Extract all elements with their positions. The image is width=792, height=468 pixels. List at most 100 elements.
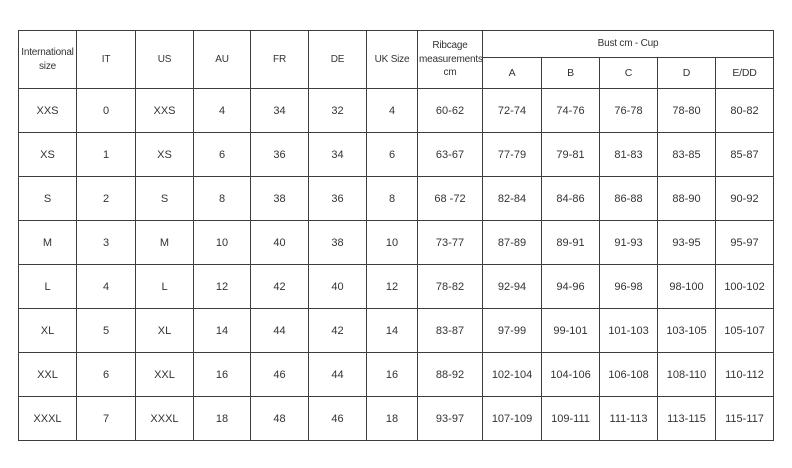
value-cell: 97-99 bbox=[482, 308, 542, 353]
value-cell: 4 bbox=[76, 264, 136, 309]
value-cell: 42 bbox=[308, 308, 367, 353]
value-cell: 48 bbox=[250, 396, 309, 441]
value-cell: 16 bbox=[193, 352, 251, 397]
value-cell: 104-106 bbox=[541, 352, 600, 397]
value-cell: 34 bbox=[308, 132, 367, 177]
value-cell: 94-96 bbox=[541, 264, 600, 309]
col-header-us: US bbox=[135, 30, 194, 89]
value-cell: 110-112 bbox=[715, 352, 774, 397]
col-header-cup-edd: E/DD bbox=[715, 57, 774, 89]
value-cell: 16 bbox=[366, 352, 418, 397]
value-cell: 92-94 bbox=[482, 264, 542, 309]
value-cell: 106-108 bbox=[599, 352, 658, 397]
value-cell: XXL bbox=[135, 352, 194, 397]
value-cell: 113-115 bbox=[657, 396, 716, 441]
value-cell: 6 bbox=[193, 132, 251, 177]
value-cell: XS bbox=[135, 132, 194, 177]
value-cell: XL bbox=[135, 308, 194, 353]
size-label-cell: XXL bbox=[18, 352, 77, 397]
value-cell: 60-62 bbox=[417, 88, 483, 133]
value-cell: 1 bbox=[76, 132, 136, 177]
value-cell: 12 bbox=[366, 264, 418, 309]
value-cell: 73-77 bbox=[417, 220, 483, 265]
value-cell: 105-107 bbox=[715, 308, 774, 353]
value-cell: 78-80 bbox=[657, 88, 716, 133]
value-cell: 115-117 bbox=[715, 396, 774, 441]
size-chart-table-container: International size IT US AU FR DE UK Siz… bbox=[18, 30, 774, 441]
value-cell: 10 bbox=[366, 220, 418, 265]
value-cell: 109-111 bbox=[541, 396, 600, 441]
size-conversion-table: International size IT US AU FR DE UK Siz… bbox=[18, 30, 774, 441]
value-cell: 5 bbox=[76, 308, 136, 353]
size-label-cell: L bbox=[18, 264, 77, 309]
table-row: XXS 0 XXS 4 34 32 4 60-62 72-74 74-76 76-78 78-80 80… bbox=[18, 88, 774, 133]
value-cell: 36 bbox=[250, 132, 309, 177]
value-cell: 18 bbox=[193, 396, 251, 441]
value-cell: 89-91 bbox=[541, 220, 600, 265]
value-cell: 80-82 bbox=[715, 88, 774, 133]
value-cell: 99-101 bbox=[541, 308, 600, 353]
value-cell: 72-74 bbox=[482, 88, 542, 133]
value-cell: 34 bbox=[250, 88, 309, 133]
value-cell: 6 bbox=[76, 352, 136, 397]
table-row: XXXL 7 XXXL 18 48 46 18 93-97 107-109 109-111 111-… bbox=[18, 396, 774, 441]
value-cell: 76-78 bbox=[599, 88, 658, 133]
value-cell: 87-89 bbox=[482, 220, 542, 265]
value-cell: 103-105 bbox=[657, 308, 716, 353]
table-body: XXS 0 XXS 4 34 32 4 60-62 72-74 74-76 76-78 78-80 80… bbox=[18, 88, 774, 441]
value-cell: 93-95 bbox=[657, 220, 716, 265]
size-label-cell: M bbox=[18, 220, 77, 265]
col-header-fr: FR bbox=[250, 30, 309, 89]
value-cell: 101-103 bbox=[599, 308, 658, 353]
value-cell: 100-102 bbox=[715, 264, 774, 309]
table-row: S 2 S 8 38 36 8 68 -72 82-84 84-86 86-88 88-90 90-92 bbox=[18, 176, 774, 221]
value-cell: 93-97 bbox=[417, 396, 483, 441]
value-cell: 38 bbox=[250, 176, 309, 221]
col-header-cup-d: D bbox=[657, 57, 716, 89]
value-cell: 18 bbox=[366, 396, 418, 441]
value-cell: 46 bbox=[308, 396, 367, 441]
value-cell: 12 bbox=[193, 264, 251, 309]
value-cell: XXS bbox=[135, 88, 194, 133]
value-cell: 3 bbox=[76, 220, 136, 265]
value-cell: 8 bbox=[366, 176, 418, 221]
value-cell: L bbox=[135, 264, 194, 309]
value-cell: 88-90 bbox=[657, 176, 716, 221]
header-row-cups: A B C D E/DD bbox=[19, 57, 774, 89]
col-header-international-size: International size bbox=[18, 30, 77, 89]
value-cell: 10 bbox=[193, 220, 251, 265]
value-cell: 78-82 bbox=[417, 264, 483, 309]
value-cell: 77-79 bbox=[482, 132, 542, 177]
col-header-cup-b: B bbox=[541, 57, 600, 89]
size-label-cell: XXXL bbox=[18, 396, 77, 441]
value-cell: S bbox=[135, 176, 194, 221]
value-cell: 40 bbox=[308, 264, 367, 309]
value-cell: 82-84 bbox=[482, 176, 542, 221]
value-cell: 91-93 bbox=[599, 220, 658, 265]
value-cell: 32 bbox=[308, 88, 367, 133]
value-cell: 84-86 bbox=[541, 176, 600, 221]
table-row: XL 5 XL 14 44 42 14 83-87 97-99 99-101 101-103 103-… bbox=[18, 308, 774, 353]
value-cell: 83-87 bbox=[417, 308, 483, 353]
value-cell: 2 bbox=[76, 176, 136, 221]
table-header: International size IT US AU FR DE UK Siz… bbox=[18, 30, 774, 89]
value-cell: 4 bbox=[193, 88, 251, 133]
col-header-cup-c: C bbox=[599, 57, 658, 89]
col-header-de: DE bbox=[308, 30, 367, 89]
value-cell: 83-85 bbox=[657, 132, 716, 177]
value-cell: 14 bbox=[193, 308, 251, 353]
value-cell: 6 bbox=[366, 132, 418, 177]
size-label-cell: XXS bbox=[18, 88, 77, 133]
col-header-cup-a: A bbox=[482, 57, 542, 89]
value-cell: 111-113 bbox=[599, 396, 658, 441]
col-header-it: IT bbox=[76, 30, 136, 89]
size-label-cell: XL bbox=[18, 308, 77, 353]
value-cell: 98-100 bbox=[657, 264, 716, 309]
value-cell: 107-109 bbox=[482, 396, 542, 441]
value-cell: 14 bbox=[366, 308, 418, 353]
value-cell: 108-110 bbox=[657, 352, 716, 397]
value-cell: 46 bbox=[250, 352, 309, 397]
value-cell: 81-83 bbox=[599, 132, 658, 177]
value-cell: 0 bbox=[76, 88, 136, 133]
table-row: M 3 M 10 40 38 10 73-77 87-89 89-91 91-93 93-95 95-9… bbox=[18, 220, 774, 265]
